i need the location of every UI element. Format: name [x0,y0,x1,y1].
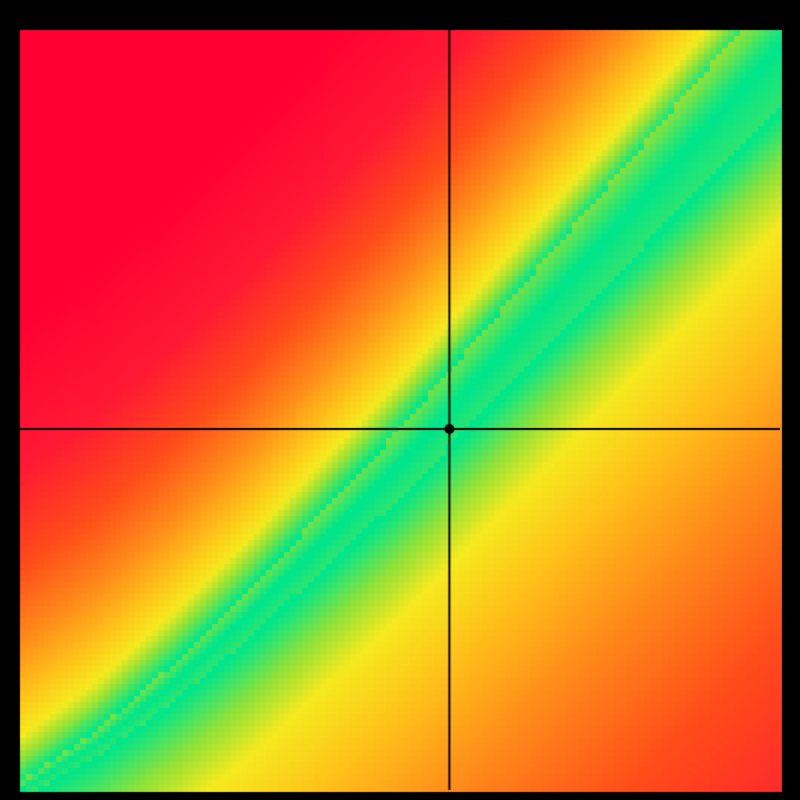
watermark-label: TheBottleneck.com [580,6,786,32]
bottleneck-heatmap [0,0,800,800]
chart-container: TheBottleneck.com [0,0,800,800]
